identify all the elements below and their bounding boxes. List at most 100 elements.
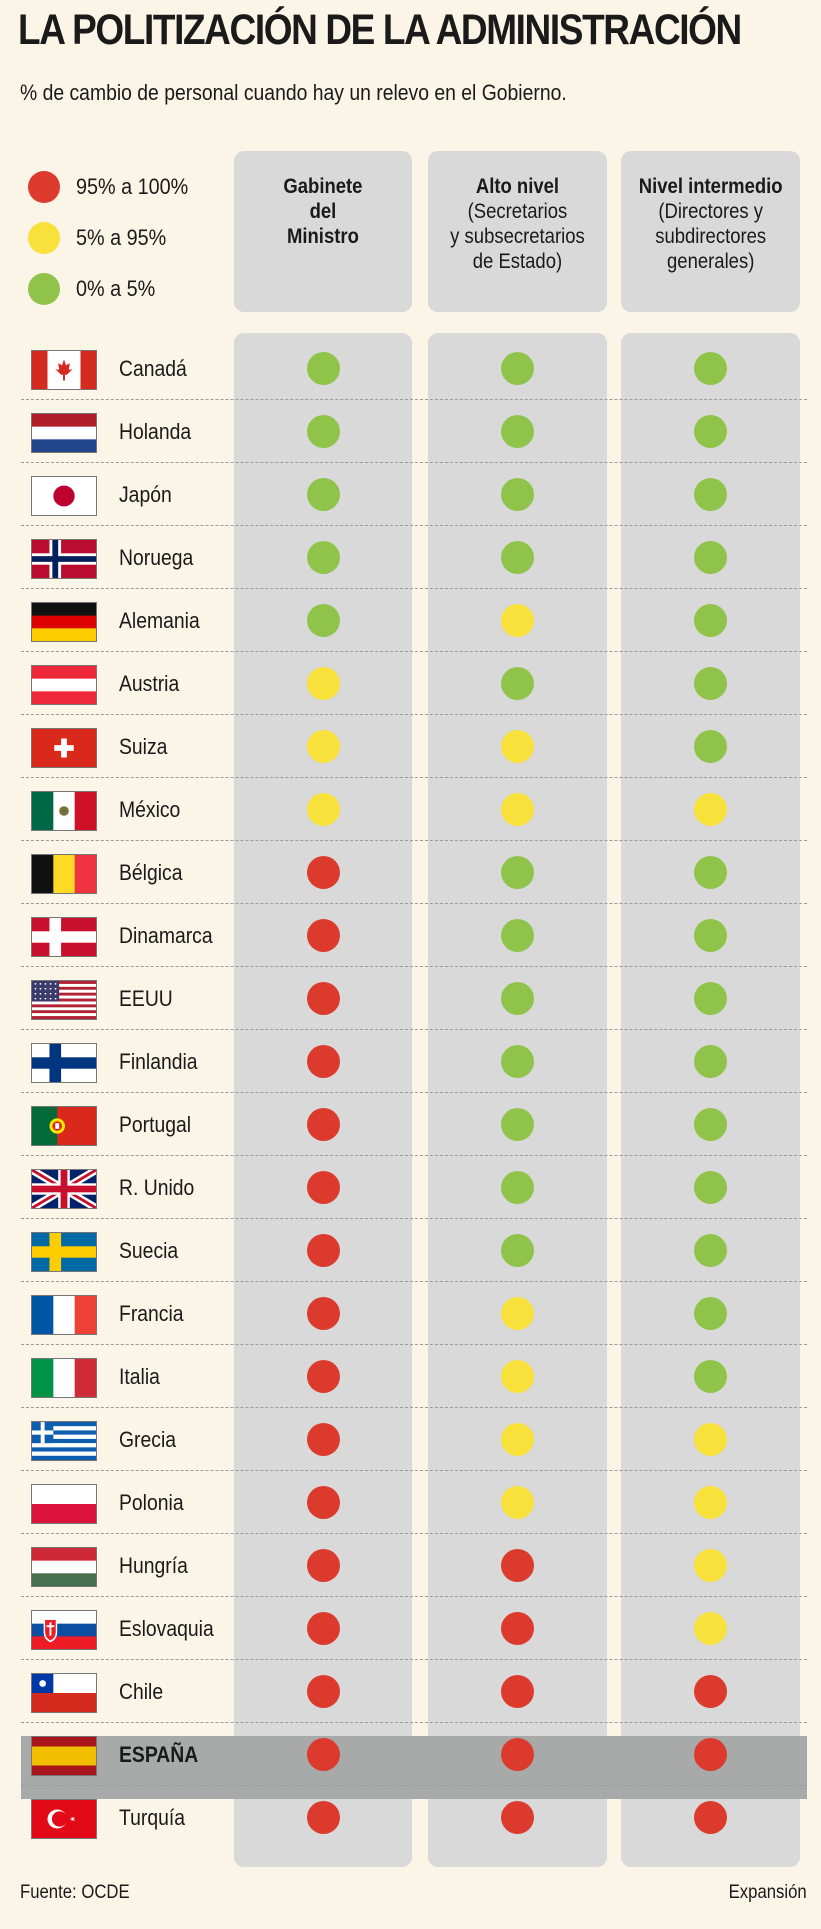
column-header-subtitle: (Secretarios y subsecretarios de Estado) [450, 200, 585, 273]
status-dot-green [693, 1171, 727, 1204]
row-separator [21, 840, 807, 841]
status-dot-green [693, 1108, 727, 1141]
row-separator [21, 651, 807, 652]
country-name: Dinamarca [119, 923, 213, 948]
table-row: EEUU [21, 967, 807, 1030]
austria-flag [31, 665, 97, 705]
status-dot-green [693, 1297, 727, 1330]
source-note: Fuente: OCDE [20, 1882, 130, 1903]
country-name: Francia [119, 1301, 184, 1326]
country-name: Suiza [119, 734, 168, 759]
column-header-title: Alto nivel [475, 175, 560, 198]
table-row: Japón [21, 463, 807, 526]
country-name: ESPAÑA [119, 1742, 199, 1767]
legend-item: 0% a 5% [28, 263, 201, 314]
country-name: Austria [119, 671, 180, 696]
row-separator [21, 1281, 807, 1282]
status-dot-yellow [500, 730, 534, 763]
row-separator [21, 1344, 807, 1345]
status-dot-green [500, 919, 534, 952]
status-dot-yellow [500, 1423, 534, 1456]
country-name: Turquía [119, 1805, 186, 1830]
country-name: EEUU [119, 986, 173, 1011]
status-dot-red [693, 1801, 727, 1834]
column-header-title: Gabinete del Ministro [283, 175, 363, 248]
japan-flag [31, 476, 97, 516]
status-dot-green [693, 730, 727, 763]
sweden-flag [31, 1232, 97, 1272]
column-header-alto-nivel: Alto nivel (Secretarios y subsecretarios de… [428, 151, 607, 312]
row-separator [21, 1533, 807, 1534]
status-dot-yellow [306, 667, 340, 700]
status-dot-red [306, 982, 340, 1015]
brand-credit: Expansión [728, 1882, 807, 1903]
table-row: Chile [21, 1660, 807, 1723]
table-row: Noruega [21, 526, 807, 589]
status-dot-green [500, 478, 534, 511]
status-dot-green [693, 982, 727, 1015]
country-name: Italia [119, 1364, 160, 1389]
status-dot-green [306, 604, 340, 637]
status-dot-yellow [693, 793, 727, 826]
country-name: Chile [119, 1679, 164, 1704]
page-subtitle: % de cambio de personal cuando hay un re… [20, 80, 567, 105]
netherlands-flag [31, 413, 97, 453]
status-dot-red [306, 1738, 340, 1771]
status-dot-yellow [500, 793, 534, 826]
slovakia-flag [31, 1610, 97, 1650]
column-header-nivel-intermedio: Nivel intermedio (Directores y subdirector… [621, 151, 800, 312]
chile-flag [31, 1673, 97, 1713]
row-separator [21, 777, 807, 778]
row-separator [21, 399, 807, 400]
status-dot-red [306, 1549, 340, 1582]
country-name: Bélgica [119, 860, 183, 885]
hungary-flag [31, 1547, 97, 1587]
country-name: Portugal [119, 1112, 192, 1137]
status-dot-yellow [693, 1423, 727, 1456]
country-name: Eslovaquia [119, 1616, 214, 1641]
row-separator [21, 588, 807, 589]
table-row: Holanda [21, 400, 807, 463]
row-separator [21, 714, 807, 715]
table-row: R. Unido [21, 1156, 807, 1219]
row-separator [21, 1659, 807, 1660]
legend: 95% a 100% 5% a 95% 0% a 5% [28, 161, 201, 314]
turkey-flag [31, 1799, 97, 1839]
table-row: Suiza [21, 715, 807, 778]
country-name: Canadá [119, 356, 187, 381]
status-dot-red [306, 1801, 340, 1834]
status-dot-yellow [500, 1297, 534, 1330]
status-dot-red [306, 1045, 340, 1078]
italy-flag [31, 1358, 97, 1398]
row-separator [21, 966, 807, 967]
status-dot-green [693, 1045, 727, 1078]
country-name: Hungría [119, 1553, 188, 1578]
status-dot-green [500, 667, 534, 700]
belgium-flag [31, 854, 97, 894]
table-row: Turquía [21, 1786, 807, 1849]
column-header-title: Nivel intermedio [638, 175, 783, 198]
switzerland-flag [31, 728, 97, 768]
status-dot-red [306, 1486, 340, 1519]
legend-dot-red [28, 170, 60, 203]
spain-flag [31, 1736, 97, 1776]
status-dot-green [500, 1171, 534, 1204]
status-dot-green [500, 1045, 534, 1078]
status-dot-green [693, 1234, 727, 1267]
row-separator [21, 1596, 807, 1597]
france-flag [31, 1295, 97, 1335]
table-row: Polonia [21, 1471, 807, 1534]
status-dot-red [500, 1612, 534, 1645]
table-row: Grecia [21, 1408, 807, 1471]
status-dot-green [306, 478, 340, 511]
country-name: Alemania [119, 608, 200, 633]
row-separator [21, 903, 807, 904]
status-dot-yellow [306, 793, 340, 826]
mexico-flag [31, 791, 97, 831]
status-dot-green [693, 856, 727, 889]
portugal-flag [31, 1106, 97, 1146]
status-dot-red [500, 1801, 534, 1834]
row-separator [21, 1785, 807, 1786]
status-dot-yellow [693, 1549, 727, 1582]
status-dot-green [693, 604, 727, 637]
